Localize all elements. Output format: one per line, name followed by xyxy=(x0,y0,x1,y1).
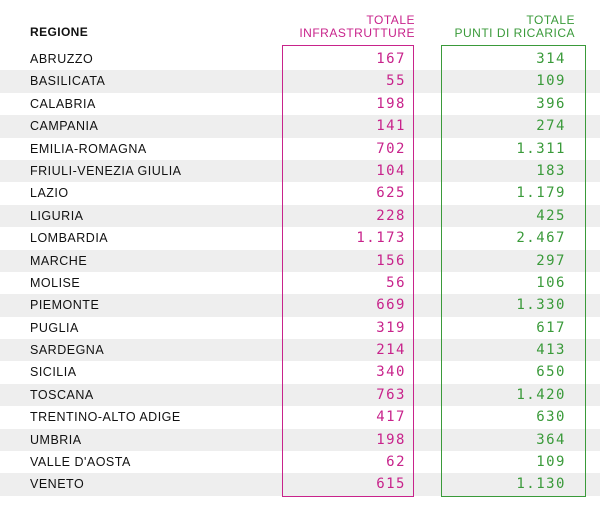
totale-infrastrutture-value: 763 xyxy=(376,386,406,403)
region-name: BASILICATA xyxy=(30,74,106,89)
region-name: CAMPANIA xyxy=(30,119,99,134)
region-name: MARCHE xyxy=(30,253,88,268)
totale-punti-value: 274 xyxy=(536,118,566,135)
region-name: UMBRIA xyxy=(30,432,82,447)
table-row: BASILICATA 55 109 xyxy=(0,70,600,93)
region-name: VALLE D'AOSTA xyxy=(30,455,131,470)
totale-punti-value: 364 xyxy=(536,431,566,448)
header-punti-line2: PUNTI DI RICARICA xyxy=(454,26,575,40)
table-row: PIEMONTE 669 1.330 xyxy=(0,294,600,317)
table-row: VALLE D'AOSTA 62 109 xyxy=(0,451,600,473)
totale-punti-value: 1.420 xyxy=(516,386,566,403)
table-row: SARDEGNA 214 413 xyxy=(0,339,600,362)
region-name: MOLISE xyxy=(30,275,81,290)
header-infra-line2: INFRASTRUTTURE xyxy=(299,26,415,40)
region-name: PUGLIA xyxy=(30,320,79,335)
table-row: ABRUZZO 167 314 xyxy=(0,48,600,70)
totale-infrastrutture-value: 156 xyxy=(376,252,406,269)
totale-punti-value: 183 xyxy=(536,162,566,179)
table-row: EMILIA-ROMAGNA 702 1.311 xyxy=(0,138,600,160)
totale-infrastrutture-value: 669 xyxy=(376,297,406,314)
totale-infrastrutture-value: 340 xyxy=(376,364,406,381)
totale-punti-value: 630 xyxy=(536,409,566,426)
table-row: MARCHE 156 297 xyxy=(0,249,600,272)
table-row: UMBRIA 198 364 xyxy=(0,428,600,452)
punti-column-frame xyxy=(441,45,586,497)
totale-punti-value: 297 xyxy=(536,252,566,269)
region-name: ABRUZZO xyxy=(30,52,94,66)
totale-infrastrutture-value: 141 xyxy=(376,118,406,135)
header-totale-punti: TOTALE PUNTI DI RICARICA xyxy=(454,14,575,40)
totale-punti-value: 106 xyxy=(536,274,566,291)
totale-punti-value: 109 xyxy=(536,73,566,90)
table-row: TRENTINO-ALTO ADIGE 417 630 xyxy=(0,406,600,428)
totale-infrastrutture-value: 62 xyxy=(386,454,406,471)
table-row: TOSCANA 763 1.420 xyxy=(0,383,600,407)
table-body: ABRUZZO 167 314 BASILICATA 55 109 CALABRIA 198 3… xyxy=(0,48,600,496)
totale-punti-value: 650 xyxy=(536,364,566,381)
totale-infrastrutture-value: 55 xyxy=(386,73,406,90)
region-name: SICILIA xyxy=(30,365,77,380)
totale-infrastrutture-value: 214 xyxy=(376,342,406,359)
table-row: PUGLIA 319 617 xyxy=(0,317,600,339)
totale-infrastrutture-value: 1.173 xyxy=(356,230,406,247)
region-name: VENETO xyxy=(30,477,85,492)
region-name: FRIULI-VENEZIA GIULIA xyxy=(30,163,182,178)
region-name: TOSCANA xyxy=(30,387,94,402)
totale-punti-value: 1.330 xyxy=(516,297,566,314)
table-row: FRIULI-VENEZIA GIULIA 104 183 xyxy=(0,159,600,183)
region-name: PIEMONTE xyxy=(30,298,100,313)
totale-punti-value: 413 xyxy=(536,342,566,359)
totale-punti-value: 314 xyxy=(536,51,566,67)
totale-punti-value: 396 xyxy=(536,95,566,112)
header-infra-line1: TOTALE xyxy=(366,13,415,27)
totale-infrastrutture-value: 615 xyxy=(376,476,406,493)
totale-infrastrutture-value: 104 xyxy=(376,162,406,179)
region-name: LIGURIA xyxy=(30,208,84,223)
totale-punti-value: 1.130 xyxy=(516,476,566,493)
totale-punti-value: 2.467 xyxy=(516,230,566,247)
totale-punti-value: 1.179 xyxy=(516,185,566,202)
table-row: CAMPANIA 141 274 xyxy=(0,115,600,138)
table-row: LAZIO 625 1.179 xyxy=(0,182,600,204)
totale-infrastrutture-value: 198 xyxy=(376,431,406,448)
header-regione: REGIONE xyxy=(30,25,89,39)
region-name: TRENTINO-ALTO ADIGE xyxy=(30,410,181,425)
totale-infrastrutture-value: 228 xyxy=(376,207,406,224)
totale-infrastrutture-value: 702 xyxy=(376,140,406,157)
totale-punti-value: 109 xyxy=(536,454,566,471)
totale-infrastrutture-value: 167 xyxy=(376,51,406,67)
table-row: MOLISE 56 106 xyxy=(0,272,600,294)
header-punti-line1: TOTALE xyxy=(526,13,575,27)
totale-punti-value: 425 xyxy=(536,207,566,224)
region-name: CALABRIA xyxy=(30,96,96,111)
table-row: LIGURIA 228 425 xyxy=(0,204,600,228)
region-name: EMILIA-ROMAGNA xyxy=(30,141,147,156)
table-row: CALABRIA 198 396 xyxy=(0,93,600,115)
region-name: LAZIO xyxy=(30,186,69,201)
region-name: LOMBARDIA xyxy=(30,231,109,246)
table-row: LOMBARDIA 1.173 2.467 xyxy=(0,227,600,249)
totale-infrastrutture-value: 198 xyxy=(376,95,406,112)
table-row: SICILIA 340 650 xyxy=(0,361,600,383)
region-name: SARDEGNA xyxy=(30,343,105,358)
table-row: VENETO 615 1.130 xyxy=(0,473,600,496)
header-totale-infrastrutture: TOTALE INFRASTRUTTURE xyxy=(299,14,415,40)
totale-infrastrutture-value: 625 xyxy=(376,185,406,202)
totale-infrastrutture-value: 56 xyxy=(386,274,406,291)
totale-punti-value: 1.311 xyxy=(516,140,566,157)
totale-infrastrutture-value: 319 xyxy=(376,319,406,336)
infrastrutture-column-frame xyxy=(282,45,414,497)
totale-punti-value: 617 xyxy=(536,319,566,336)
totale-infrastrutture-value: 417 xyxy=(376,409,406,426)
